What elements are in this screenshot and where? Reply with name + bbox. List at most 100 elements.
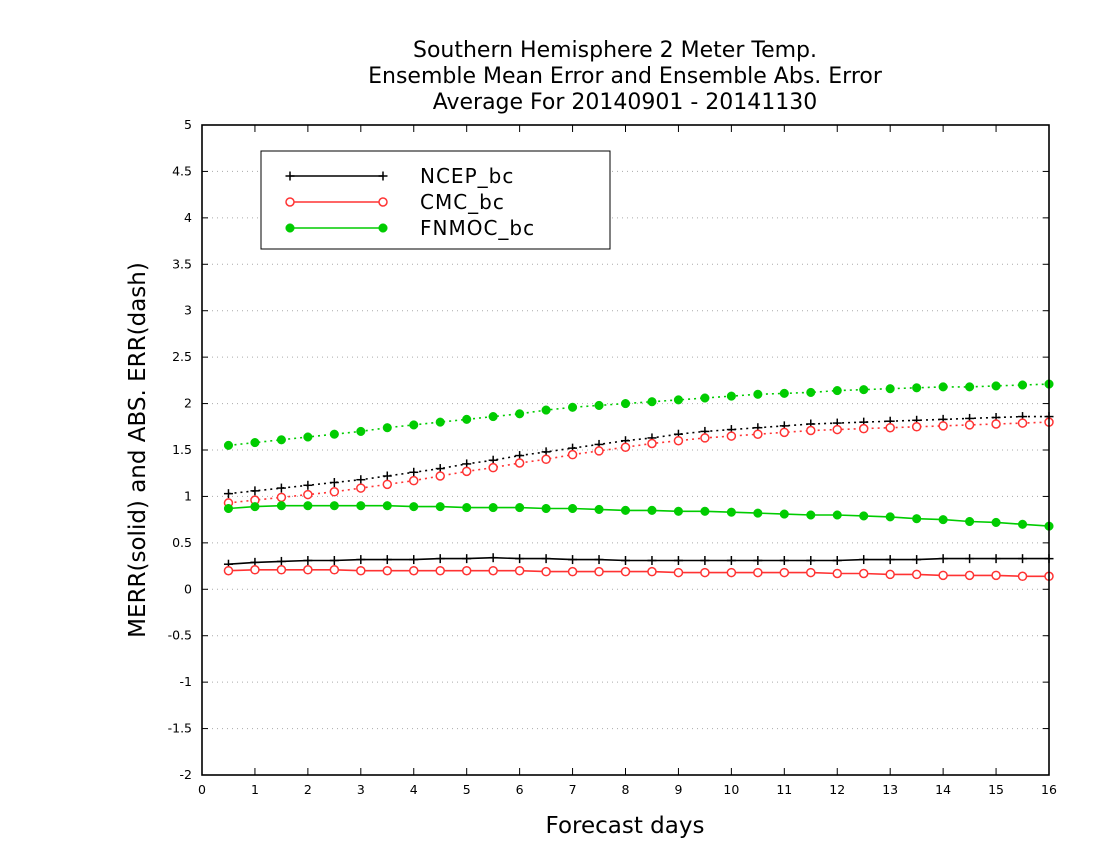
legend-item-cmc-bc: CMC_bc: [285, 190, 504, 214]
abs-err-line-cmc-bc: [228, 421, 1050, 504]
abs-err-point-cmc-bc: [726, 431, 737, 441]
merr-point-cmc-bc: [435, 565, 445, 576]
abs-err-point-cmc-bc: [964, 420, 975, 430]
series-NCEP_bc: [223, 412, 1054, 569]
merr-point-cmc-bc: [594, 566, 604, 577]
merr-point-fnmoc-bc: [541, 503, 551, 514]
abs-err-point-ncep-bc: [250, 486, 260, 496]
abs-err-point-fnmoc-bc: [726, 391, 736, 401]
x-tick-label: 2: [304, 782, 312, 797]
y-tick-label: 2.5: [172, 349, 192, 364]
merr-point-cmc-bc: [1017, 571, 1028, 582]
merr-point-ncep-bc: [753, 556, 763, 565]
abs-err-point-fnmoc-bc: [806, 387, 816, 397]
merr-point-fnmoc-bc: [515, 503, 525, 513]
title-line-1: Southern Hemisphere 2 Meter Temp.: [413, 38, 817, 63]
y-tick-label: 3.5: [172, 256, 192, 271]
y-tick-label: -2: [180, 767, 192, 782]
y-tick-label: 1.5: [172, 442, 192, 457]
merr-point-fnmoc-bc: [250, 502, 260, 512]
abs-err-point-cmc-bc: [858, 423, 869, 434]
merr-line-cmc-bc: [228, 568, 1049, 578]
merr-point-ncep-bc: [1018, 554, 1028, 564]
merr-point-ncep-bc: [938, 554, 948, 564]
merr-point-fnmoc-bc: [462, 503, 472, 513]
merr-point-fnmoc-bc: [488, 503, 498, 513]
merr-point-cmc-bc: [356, 565, 366, 576]
abs-err-point-cmc-bc: [991, 419, 1001, 429]
merr-point-cmc-bc: [726, 567, 737, 578]
x-tick-label: 9: [674, 782, 682, 797]
y-tick-label: 3: [184, 303, 192, 318]
abs-err-point-cmc-bc: [409, 475, 419, 486]
abs-err-point-cmc-bc: [461, 466, 472, 477]
abs-err-point-fnmoc-bc: [223, 440, 234, 450]
abs-err-point-cmc-bc: [329, 487, 340, 497]
merr-point-ncep-bc: [435, 554, 445, 564]
abs-err-point-cmc-bc: [832, 424, 842, 435]
abs-err-point-fnmoc-bc: [647, 397, 657, 407]
abs-err-point-fnmoc-bc: [462, 414, 472, 424]
merr-point-cmc-bc: [409, 565, 419, 576]
merr-point-ncep-bc: [965, 554, 975, 564]
abs-err-point-ncep-bc: [356, 475, 366, 485]
merr-point-cmc-bc: [753, 567, 763, 578]
merr-point-cmc-bc: [911, 569, 922, 580]
merr-point-ncep-bc: [912, 555, 922, 565]
series-layer: [223, 379, 1054, 582]
abs-err-point-cmc-bc: [673, 435, 684, 446]
x-tick-label: 4: [410, 782, 418, 797]
abs-err-point-fnmoc-bc: [912, 383, 922, 393]
merr-point-cmc-bc: [382, 565, 393, 576]
legend-marker: [378, 171, 388, 181]
series-FNMOC_bc: [223, 379, 1054, 531]
merr-point-ncep-bc: [488, 553, 498, 563]
abs-err-point-fnmoc-bc: [329, 429, 339, 439]
series-CMC_bc: [223, 417, 1054, 582]
merr-point-ncep-bc: [673, 556, 683, 565]
chart-title: Southern Hemisphere 2 Meter Temp. Ensemb…: [368, 38, 883, 115]
merr-point-ncep-bc: [568, 555, 578, 565]
merr-point-cmc-bc: [991, 570, 1001, 581]
merr-point-fnmoc-bc: [303, 501, 313, 511]
legend-label: FNMOC_bc: [420, 216, 535, 240]
merr-point-ncep-bc: [515, 554, 525, 564]
abs-err-point-fnmoc-bc: [700, 393, 710, 403]
abs-err-point-cmc-bc: [435, 471, 445, 481]
abs-err-point-cmc-bc: [753, 429, 763, 439]
abs-err-point-fnmoc-bc: [250, 438, 260, 448]
x-tick-label: 1: [251, 782, 259, 797]
merr-point-ncep-bc: [779, 556, 789, 565]
legend-marker: [285, 197, 295, 207]
abs-err-point-fnmoc-bc: [753, 389, 763, 399]
abs-err-point-fnmoc-bc: [620, 399, 631, 409]
y-tick-label: 4.5: [172, 163, 192, 178]
merr-point-ncep-bc: [329, 556, 339, 565]
merr-point-fnmoc-bc: [568, 503, 578, 514]
merr-point-fnmoc-bc: [435, 502, 445, 512]
abs-err-point-fnmoc-bc: [965, 382, 975, 392]
merr-point-fnmoc-bc: [276, 501, 286, 511]
merr-point-ncep-bc: [541, 554, 551, 564]
merr-point-ncep-bc: [382, 555, 392, 565]
merr-point-ncep-bc: [356, 555, 366, 565]
merr-point-cmc-bc: [223, 565, 234, 576]
abs-err-point-fnmoc-bc: [276, 435, 286, 445]
merr-point-fnmoc-bc: [965, 516, 975, 527]
merr-point-fnmoc-bc: [806, 510, 816, 520]
merr-point-fnmoc-bc: [991, 517, 1001, 527]
x-axis: 0 1 2 3 4 5 6 7 8 9 10 11 12 13 14 15 16: [198, 125, 1057, 797]
merr-point-cmc-bc: [250, 565, 260, 575]
abs-err-point-cmc-bc: [514, 458, 525, 468]
abs-err-point-ncep-bc: [382, 471, 392, 481]
abs-err-point-cmc-bc: [938, 421, 948, 431]
merr-point-ncep-bc: [409, 555, 419, 565]
abs-err-point-fnmoc-bc: [594, 400, 604, 410]
abs-err-point-cmc-bc: [303, 489, 313, 500]
merr-point-cmc-bc: [567, 566, 578, 577]
legend-item-fnmoc-bc: FNMOC_bc: [285, 216, 535, 240]
merr-point-ncep-bc: [991, 554, 1001, 564]
x-tick-label: 13: [882, 782, 898, 797]
merr-point-fnmoc-bc: [859, 511, 869, 521]
merr-point-fnmoc-bc: [620, 505, 631, 515]
